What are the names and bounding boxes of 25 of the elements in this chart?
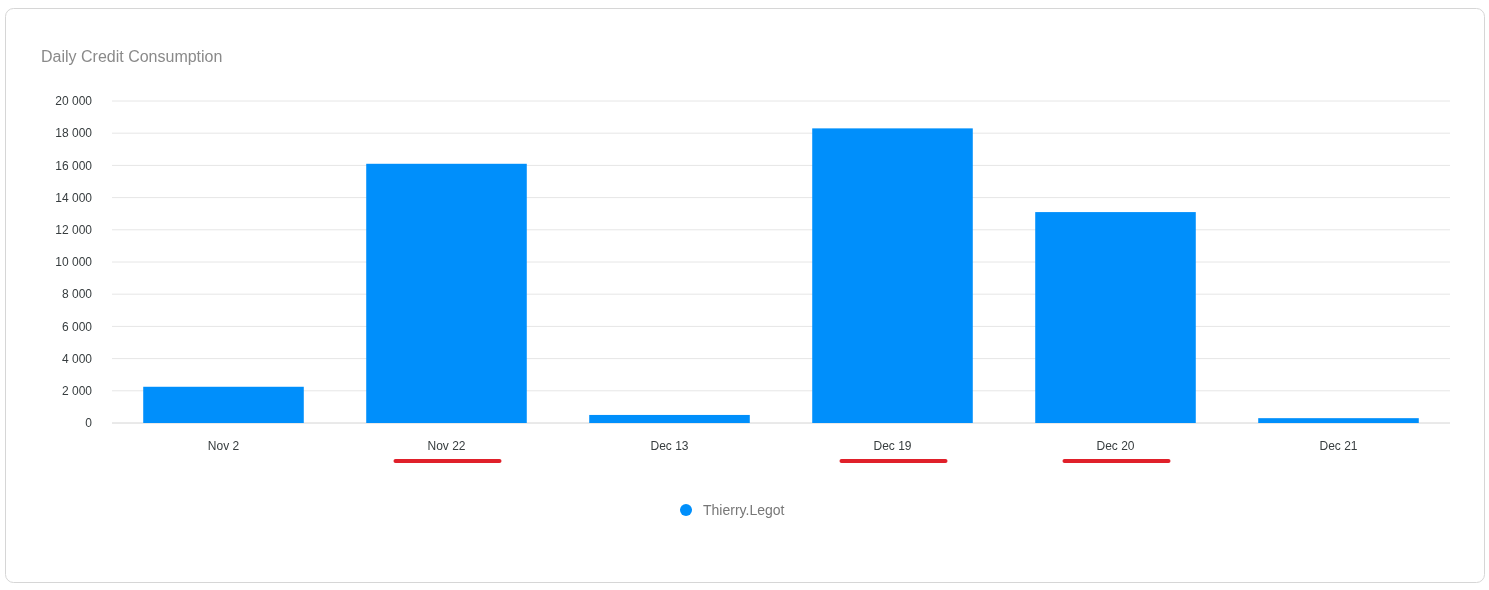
bar — [1035, 212, 1196, 423]
x-tick-label: Dec 13 — [650, 439, 689, 453]
legend-label: Thierry.Legot — [703, 501, 785, 518]
bar — [143, 386, 304, 423]
y-tick-label: 4 000 — [61, 351, 93, 366]
y-tick-label: 0 — [85, 416, 93, 431]
bar — [366, 163, 527, 423]
y-tick-label: 10 000 — [55, 255, 93, 270]
x-tick-label: Dec 21 — [1319, 439, 1358, 453]
y-tick-label: 6 000 — [61, 319, 93, 334]
bar — [812, 128, 973, 423]
x-tick-label: Nov 2 — [207, 439, 240, 453]
y-tick-label: 12 000 — [55, 223, 93, 237]
x-tick-label: Dec 20 — [1096, 439, 1135, 453]
y-tick-label: 16 000 — [55, 158, 93, 173]
y-tick-label: 18 000 — [55, 126, 93, 141]
chart-title: Daily Credit Consumption — [41, 48, 223, 65]
x-tick-label: Dec 19 — [873, 439, 912, 453]
x-tick-label: Nov 22 — [427, 439, 466, 453]
y-tick-label: 14 000 — [55, 190, 93, 205]
y-tick-label: 8 000 — [61, 287, 93, 302]
y-tick-label: 2 000 — [61, 384, 93, 398]
bar — [1258, 418, 1419, 423]
y-tick-label: 20 000 — [55, 94, 93, 109]
bar — [589, 414, 750, 423]
